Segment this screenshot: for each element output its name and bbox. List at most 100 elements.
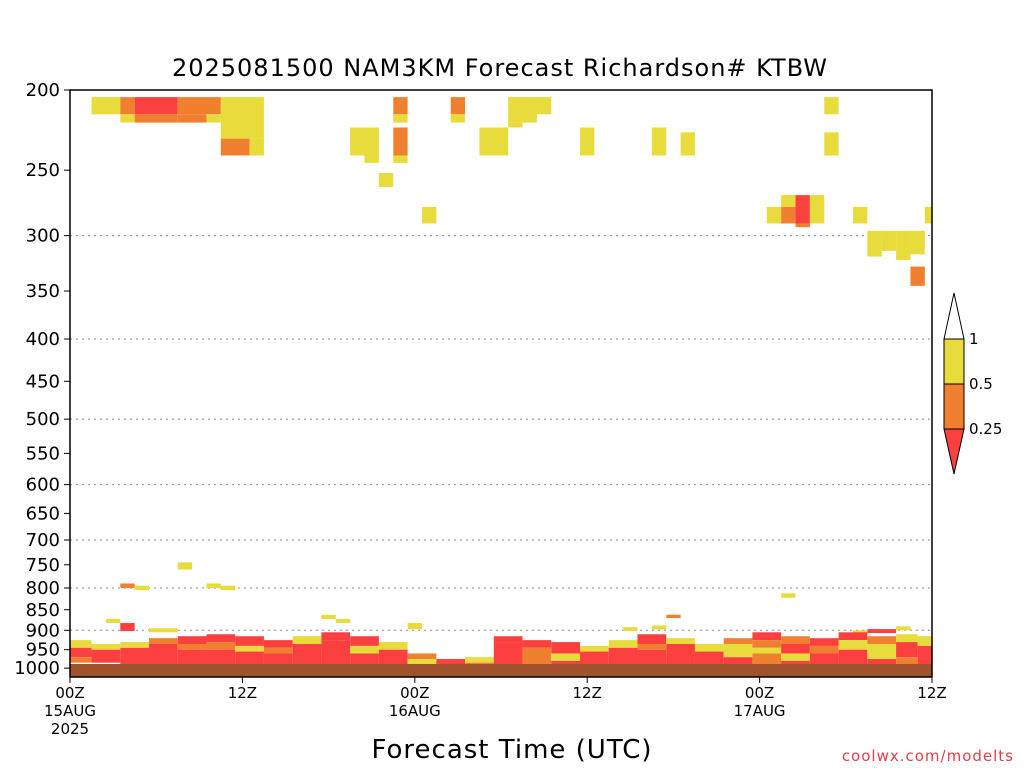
plot-background (70, 90, 932, 677)
ri-cell (220, 138, 250, 156)
x-axis-label: Forecast Time (UTC) (371, 735, 652, 765)
ri-cell (781, 660, 810, 667)
ri-cell (752, 653, 782, 667)
y-tick-label: 1000 (14, 658, 60, 679)
plot-frame (69, 89, 933, 678)
x-tick-label: 00Z (745, 684, 774, 702)
ri-cell (896, 657, 918, 667)
y-tick-label: 950 (26, 640, 60, 661)
y-tick-label: 400 (26, 329, 60, 350)
ri-cell (651, 127, 667, 156)
ri-cell (177, 643, 207, 650)
chart-title: 2025081500 NAM3KM Forecast Richardson# K… (172, 54, 828, 82)
ri-cell (608, 640, 638, 648)
ri-cell (378, 642, 408, 650)
ri-cell (321, 632, 351, 641)
ri-cell (91, 643, 121, 650)
y-tick-label: 900 (26, 620, 60, 641)
x-tick-label: 2025 (51, 720, 89, 738)
richardson-cells (70, 97, 932, 667)
ri-cell (206, 649, 236, 667)
ri-cell (393, 97, 408, 115)
ri-cell (867, 643, 897, 660)
ri-cell (70, 647, 92, 658)
ri-cell (809, 195, 825, 224)
ri-cell (91, 649, 121, 663)
ri-cell (292, 636, 322, 644)
ri-cell (723, 638, 753, 644)
ri-cell (781, 636, 810, 644)
ri-cell (235, 645, 264, 652)
ri-cell (551, 642, 581, 654)
ri-cell (120, 647, 150, 665)
ri-cell (896, 642, 918, 658)
ri-cell (694, 643, 724, 652)
ri-cell (177, 114, 207, 123)
ri-cell (809, 645, 839, 654)
ri-cell (766, 206, 782, 224)
ri-cell (206, 634, 236, 643)
ri-cell (852, 630, 868, 635)
ri-cell (781, 195, 796, 207)
ri-cell (795, 195, 810, 224)
ri-cell (206, 114, 221, 123)
ri-cell (852, 206, 868, 224)
ri-cell (910, 266, 925, 286)
ri-cell (809, 653, 839, 667)
ri-cell (465, 657, 494, 663)
ri-cell (666, 643, 695, 667)
ri-cell (350, 636, 379, 646)
ri-cell (263, 647, 293, 654)
ri-cell (580, 645, 609, 652)
ri-cell (149, 638, 178, 644)
ri-cell (350, 645, 379, 654)
ri-cell (723, 643, 753, 658)
ri-cell (493, 642, 523, 665)
y-tick-label: 850 (26, 600, 60, 621)
ri-cell (867, 230, 882, 257)
ri-cell (637, 643, 667, 650)
ri-cell (436, 659, 466, 665)
ri-cell (479, 127, 509, 156)
ri-cell (896, 634, 918, 643)
ri-cell (824, 97, 839, 115)
ri-cell (867, 629, 897, 634)
y-tick-label: 600 (26, 475, 60, 496)
ri-cell (407, 659, 437, 667)
ri-cell (134, 114, 178, 123)
ri-cell (781, 653, 810, 661)
ri-cell (580, 651, 609, 667)
ri-cell (781, 643, 810, 654)
ri-cell (881, 230, 897, 251)
legend-swatch-bottom (943, 428, 965, 475)
color-legend: 1 0.5 0.25 (943, 292, 1002, 475)
ri-cell (867, 659, 897, 667)
ri-cell (321, 640, 351, 667)
ri-cell (134, 585, 150, 591)
ri-cell (637, 649, 667, 667)
ri-cell (551, 660, 581, 667)
ri-cell (896, 230, 911, 260)
ri-cell (350, 127, 379, 156)
ri-cell (235, 651, 264, 667)
ri-cell (177, 97, 221, 115)
ri-cell (393, 127, 408, 156)
legend-swatch-top (943, 292, 965, 340)
ri-cell (120, 642, 150, 648)
ri-cell (838, 649, 868, 667)
y-tick-label: 450 (26, 371, 60, 392)
ri-cell (623, 627, 638, 632)
legend-label: 0.5 (969, 375, 993, 393)
ri-cell (134, 97, 178, 115)
ri-cell (235, 636, 264, 646)
legend-label: 0.25 (969, 420, 1002, 438)
x-tick-label: 00Z (55, 684, 84, 702)
x-tick-label: 17AUG (734, 702, 786, 720)
ri-cell (177, 636, 207, 644)
ri-cell (522, 647, 552, 665)
ri-cell (149, 643, 178, 665)
y-tick-label: 800 (26, 578, 60, 599)
ri-cell (637, 634, 667, 644)
ri-cell (522, 97, 552, 115)
